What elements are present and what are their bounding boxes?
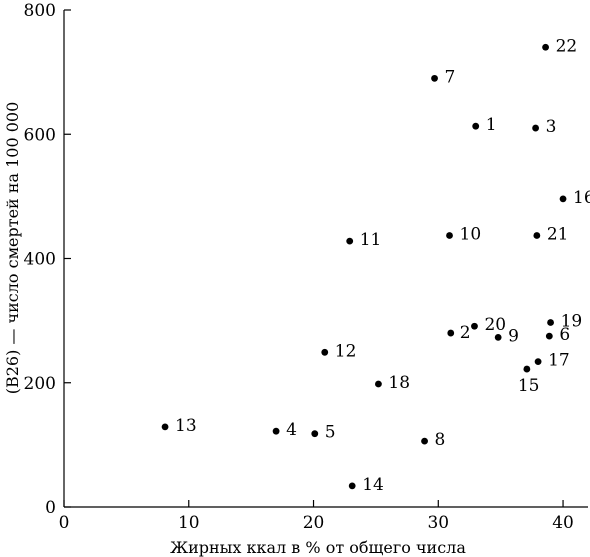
- data-point: [272, 427, 280, 435]
- data-point: [472, 122, 480, 130]
- data-point-label: 22: [556, 36, 578, 56]
- data-point-label: 1: [486, 115, 497, 135]
- data-point-label: 12: [335, 341, 357, 361]
- data-point: [545, 332, 553, 340]
- data-point: [311, 430, 319, 438]
- data-point-label: 18: [388, 373, 410, 393]
- data-point-label: 7: [445, 67, 456, 87]
- data-point-label: 17: [548, 351, 570, 371]
- x-tick-label: 20: [303, 513, 325, 533]
- data-point: [447, 329, 455, 337]
- y-tick-label: 200: [24, 374, 56, 394]
- data-point: [471, 322, 478, 330]
- x-axis-label: Жирных ккал в % от общего числа: [170, 538, 466, 557]
- y-axis-label: (B26) — число смертей на 100 000: [3, 102, 22, 395]
- data-point-label: 8: [435, 430, 446, 450]
- data-point-label: 21: [547, 225, 569, 245]
- data-point-label: 15: [518, 376, 540, 396]
- x-tick-label: 10: [178, 513, 200, 533]
- data-point: [321, 348, 329, 356]
- data-point-label: 13: [175, 416, 197, 436]
- data-point: [534, 358, 542, 366]
- data-point-label: 2: [460, 323, 471, 343]
- data-point: [446, 232, 453, 239]
- x-ticks: 0 10 20 30 40: [59, 500, 574, 533]
- y-tick-label: 600: [24, 125, 56, 145]
- data-point: [532, 124, 539, 132]
- y-tick-label: 0: [45, 498, 56, 518]
- data-point-label: 9: [508, 326, 519, 346]
- data-point: [494, 333, 502, 341]
- data-point: [542, 43, 549, 51]
- data-point: [547, 319, 554, 326]
- data-point-label: 20: [484, 315, 506, 335]
- data-point: [161, 423, 169, 431]
- data-point: [559, 195, 567, 203]
- y-ticks: 0 200 400 600 800: [24, 1, 71, 518]
- data-point: [348, 482, 356, 490]
- data-point-label: 19: [561, 311, 583, 331]
- data-point-label: 4: [286, 420, 297, 440]
- data-point: [533, 232, 541, 239]
- x-tick-label: 0: [59, 513, 70, 533]
- data-point-label: 11: [360, 230, 382, 250]
- data-point: [375, 380, 382, 388]
- data-point-label: 3: [546, 117, 557, 137]
- data-point-label: 14: [362, 475, 384, 495]
- data-point: [421, 437, 428, 445]
- x-tick-label: 40: [552, 513, 574, 533]
- y-tick-label: 800: [24, 1, 56, 21]
- data-point-label: 10: [460, 225, 482, 245]
- data-point-label: 5: [325, 423, 336, 443]
- data-point: [523, 365, 531, 373]
- data-point-label: 16: [573, 188, 590, 208]
- data-point: [346, 237, 354, 245]
- y-tick-label: 400: [24, 250, 56, 270]
- data-point: [431, 74, 438, 82]
- data-point-label: 6: [559, 325, 570, 345]
- x-tick-label: 30: [427, 513, 449, 533]
